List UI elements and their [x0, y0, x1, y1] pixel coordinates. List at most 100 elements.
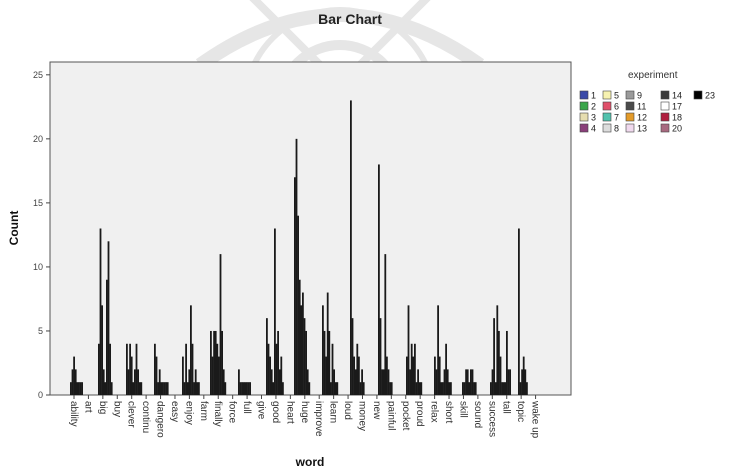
bar	[79, 382, 82, 395]
x-tick-label: heart	[284, 401, 295, 424]
bar	[272, 382, 275, 395]
x-tick-label: short	[443, 401, 454, 423]
legend-label: 2	[591, 102, 596, 112]
bar	[438, 356, 441, 395]
bar	[76, 382, 79, 395]
bar	[351, 318, 354, 395]
bar	[490, 382, 492, 395]
bar	[216, 343, 219, 395]
bar	[275, 343, 278, 395]
bar	[382, 369, 385, 395]
y-tick-label: 25	[33, 70, 43, 80]
bar	[448, 382, 451, 395]
x-tick-label: skill	[457, 401, 468, 418]
legend-swatch	[693, 90, 703, 100]
chart-title: Bar Chart	[318, 11, 382, 27]
bar	[137, 369, 139, 395]
bar	[155, 356, 158, 395]
bar	[134, 369, 136, 395]
bar	[249, 382, 251, 395]
bar	[466, 369, 469, 395]
bar	[506, 330, 508, 395]
bar	[269, 356, 271, 395]
bar	[443, 369, 446, 395]
x-tick-label: painful	[385, 401, 396, 430]
bar	[302, 292, 304, 395]
x-tick-label: relax	[429, 401, 440, 423]
bar	[524, 369, 527, 395]
bar	[471, 369, 474, 395]
x-tick-label: buy	[111, 401, 122, 417]
bar	[434, 356, 436, 395]
x-tick-label: wake up	[530, 400, 541, 439]
bar	[166, 382, 169, 395]
legend-label: 8	[614, 124, 619, 134]
bar	[158, 369, 161, 395]
bar	[334, 382, 337, 395]
bar	[507, 369, 510, 395]
bar	[183, 382, 186, 395]
bar	[445, 343, 447, 395]
bar	[325, 356, 327, 395]
bar	[387, 369, 390, 395]
bar	[463, 382, 466, 395]
bar	[521, 369, 523, 395]
x-tick-label: improve	[313, 401, 324, 437]
bar	[211, 356, 214, 395]
bar	[389, 382, 391, 395]
x-tick-label: clever	[126, 401, 137, 428]
legend-swatch	[660, 112, 670, 122]
y-tick-label: 5	[38, 326, 43, 336]
bar	[74, 369, 77, 395]
bar	[298, 279, 301, 395]
legend-title: experiment	[628, 70, 678, 81]
bar	[241, 382, 243, 395]
x-tick-label: good	[270, 401, 281, 423]
y-tick-label: 0	[38, 390, 43, 400]
legend-swatch	[625, 112, 635, 122]
bar	[446, 369, 449, 395]
bar	[473, 382, 475, 395]
x-tick-label: enjoy	[183, 401, 194, 425]
bar	[219, 254, 222, 395]
y-tick-label: 10	[33, 262, 43, 272]
bar	[109, 343, 111, 395]
bar	[415, 382, 418, 395]
bar	[154, 343, 156, 395]
bar	[186, 382, 189, 395]
bar	[185, 343, 187, 395]
bar	[78, 382, 80, 395]
bar	[518, 228, 520, 395]
bar	[165, 382, 167, 395]
bar	[386, 356, 388, 395]
bar	[353, 356, 355, 395]
bar	[381, 369, 383, 395]
bar	[519, 382, 522, 395]
x-tick-label: finally	[212, 401, 223, 427]
bar	[502, 382, 505, 395]
legend-label: 13	[637, 124, 647, 134]
legend-label: 9	[637, 91, 642, 101]
legend-swatch	[602, 123, 612, 133]
legend-label: 4	[591, 124, 596, 134]
legend-swatch	[625, 90, 635, 100]
x-tick-label: give	[256, 401, 267, 420]
bar	[110, 382, 113, 395]
bar	[107, 241, 110, 395]
bar	[247, 382, 250, 395]
bar	[493, 318, 495, 395]
x-tick-label: loud	[342, 401, 353, 420]
bar	[407, 305, 410, 395]
bar	[297, 215, 299, 395]
x-tick-label: full	[241, 401, 252, 414]
bar	[420, 382, 423, 395]
bar	[188, 369, 191, 395]
bar	[390, 382, 393, 395]
y-tick-label: 15	[33, 198, 43, 208]
x-tick-label: money	[356, 401, 367, 431]
legend-swatch	[579, 112, 589, 122]
bar	[278, 369, 281, 395]
legend-swatch	[602, 112, 612, 122]
bar	[101, 305, 103, 395]
bar	[414, 343, 416, 395]
